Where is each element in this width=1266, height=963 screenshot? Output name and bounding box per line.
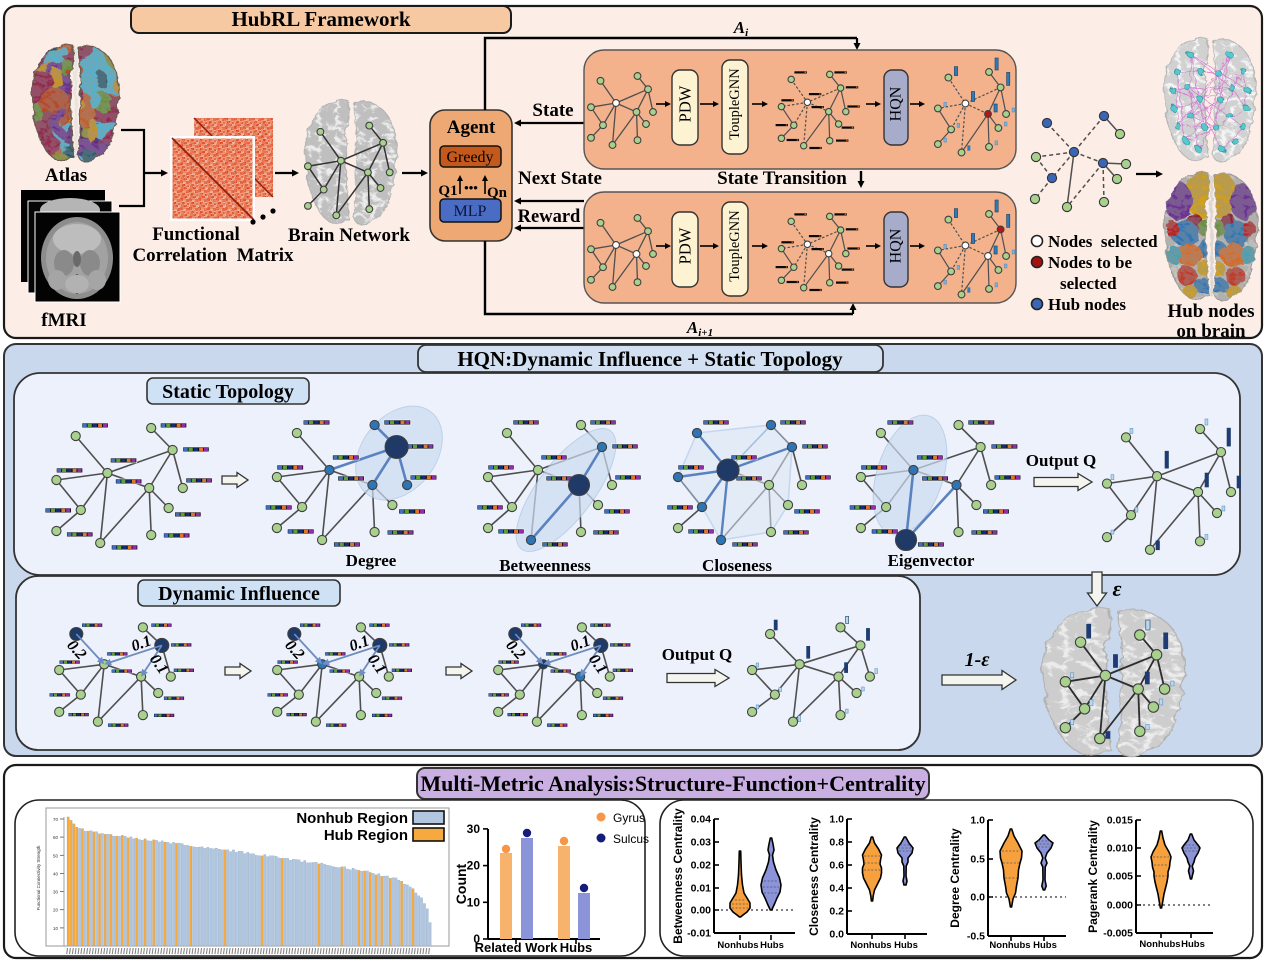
svg-text:0.03: 0.03 xyxy=(691,837,712,849)
svg-text:10: 10 xyxy=(53,926,59,931)
svg-text:0.1: 0.1 xyxy=(347,632,372,655)
svg-text:Nodes selected: Nodes selected xyxy=(1048,232,1158,251)
svg-text:0.2: 0.2 xyxy=(829,906,844,918)
svg-text:40: 40 xyxy=(53,871,59,876)
svg-text:0.8: 0.8 xyxy=(829,837,844,849)
svg-text:•••: ••• xyxy=(464,180,478,195)
svg-text:1-ε: 1-ε xyxy=(965,649,991,671)
svg-text:0.0: 0.0 xyxy=(970,892,985,904)
svg-text:HQN:Dynamic Influence + Static: HQN:Dynamic Influence + Static Topology xyxy=(457,347,843,371)
svg-text:Static Topology: Static Topology xyxy=(162,381,294,403)
svg-text:on brain: on brain xyxy=(1176,321,1246,342)
svg-text:0.6: 0.6 xyxy=(829,860,844,872)
svg-text:State: State xyxy=(532,100,573,121)
svg-text:Count: Count xyxy=(453,863,469,904)
svg-text:Hubs: Hubs xyxy=(894,940,918,951)
svg-text:Multi-Metric Analysis:Structur: Multi-Metric Analysis:Structure-Function… xyxy=(420,771,925,796)
svg-text:-0.005: -0.005 xyxy=(1103,928,1133,940)
svg-text:0.02: 0.02 xyxy=(691,860,712,872)
svg-text:HQN: HQN xyxy=(888,86,905,121)
svg-text:Hubs: Hubs xyxy=(1033,940,1057,951)
svg-text:HubRL Framework: HubRL Framework xyxy=(231,7,410,31)
svg-text:Ai+1: Ai+1 xyxy=(686,318,713,339)
svg-text:Sulcus: Sulcus xyxy=(613,832,649,846)
svg-text:0.01: 0.01 xyxy=(691,883,712,895)
svg-text:State Transition: State Transition xyxy=(717,168,847,189)
svg-text:Q1: Q1 xyxy=(438,183,457,199)
svg-text:Nonhubs: Nonhubs xyxy=(850,940,891,951)
svg-text:0.0: 0.0 xyxy=(829,929,844,941)
svg-text:ToupleGNN: ToupleGNN xyxy=(727,210,743,282)
svg-text:PDW: PDW xyxy=(676,227,695,264)
svg-text:Hub nodes: Hub nodes xyxy=(1048,295,1126,314)
svg-text:Functional Connectivity Streng: Functional Connectivity Strength xyxy=(36,845,41,910)
svg-text:0.1: 0.1 xyxy=(129,632,154,655)
svg-text:Gyrus: Gyrus xyxy=(613,811,645,825)
svg-text:Functional: Functional xyxy=(152,224,240,245)
svg-text:50: 50 xyxy=(53,853,59,858)
svg-text:10: 10 xyxy=(467,895,481,909)
svg-text:0.04: 0.04 xyxy=(691,814,712,826)
svg-text:Nodes to be: Nodes to be xyxy=(1048,253,1133,272)
svg-text:Next State: Next State xyxy=(518,168,602,189)
svg-text:fMRI: fMRI xyxy=(41,310,86,331)
svg-text:Qn: Qn xyxy=(487,185,508,201)
svg-text:ToupleGNN: ToupleGNN xyxy=(727,68,743,140)
svg-text:-0.01: -0.01 xyxy=(687,928,711,940)
svg-text:selected: selected xyxy=(1060,274,1117,293)
svg-text:0.010: 0.010 xyxy=(1107,843,1133,855)
svg-text:Degree: Degree xyxy=(346,551,397,570)
svg-text:Betweenness: Betweenness xyxy=(499,556,591,575)
svg-text:Output Q: Output Q xyxy=(662,645,732,664)
svg-text:Agent: Agent xyxy=(447,117,496,138)
svg-text:MLP: MLP xyxy=(454,203,487,220)
svg-text:0.00: 0.00 xyxy=(691,905,712,917)
svg-text:Nonhub Region: Nonhub Region xyxy=(296,810,408,827)
svg-text:Hub nodes: Hub nodes xyxy=(1167,301,1254,322)
svg-text:Eigenvector: Eigenvector xyxy=(888,551,975,570)
svg-text:Nonhubs: Nonhubs xyxy=(1139,939,1180,950)
svg-text:0.015: 0.015 xyxy=(1107,815,1133,827)
svg-text:1.0: 1.0 xyxy=(829,814,844,826)
svg-text:Betweenness Centrality: Betweenness Centrality xyxy=(671,808,685,944)
svg-text:Greedy: Greedy xyxy=(446,149,493,166)
svg-text:30: 30 xyxy=(467,822,481,836)
svg-text:Pagerank Centrality: Pagerank Centrality xyxy=(1086,820,1100,933)
svg-text:-0.5: -0.5 xyxy=(967,931,985,943)
svg-text:Degree Centrality: Degree Centrality xyxy=(948,828,962,928)
svg-text:PDW: PDW xyxy=(676,85,695,122)
svg-text:70: 70 xyxy=(53,817,59,822)
svg-text:20: 20 xyxy=(467,859,481,873)
svg-text:Closeness Centrality: Closeness Centrality xyxy=(807,817,821,936)
svg-text:Nonhubs: Nonhubs xyxy=(989,940,1030,951)
svg-text:0.000: 0.000 xyxy=(1107,900,1133,912)
svg-text:0.4: 0.4 xyxy=(829,883,844,895)
svg-text:Ai: Ai xyxy=(733,18,749,39)
svg-text:Atlas: Atlas xyxy=(45,165,87,186)
svg-text:60: 60 xyxy=(53,835,59,840)
svg-text:0.005: 0.005 xyxy=(1107,871,1133,883)
svg-text:ε: ε xyxy=(1112,576,1121,601)
svg-text:0: 0 xyxy=(473,932,480,946)
svg-text:Hubs: Hubs xyxy=(760,940,784,951)
svg-text:0.5: 0.5 xyxy=(970,854,985,866)
svg-text:1.0: 1.0 xyxy=(970,815,985,827)
svg-text:0.1: 0.1 xyxy=(568,632,593,655)
svg-text:HQN: HQN xyxy=(888,228,905,263)
svg-text:Related Work: Related Work xyxy=(475,940,559,955)
svg-text:Correlation Matrix: Correlation Matrix xyxy=(132,245,294,266)
svg-text:Dynamic Influence: Dynamic Influence xyxy=(158,583,320,605)
svg-text:Hubs: Hubs xyxy=(1181,939,1205,950)
svg-text:Nonhubs: Nonhubs xyxy=(717,940,758,951)
svg-text:Reward: Reward xyxy=(518,207,581,227)
svg-text:Hubs: Hubs xyxy=(560,940,593,955)
svg-text:20: 20 xyxy=(53,908,59,913)
svg-text:30: 30 xyxy=(53,890,59,895)
svg-text:Brain Network: Brain Network xyxy=(288,225,410,246)
svg-text:Output Q: Output Q xyxy=(1026,451,1096,470)
svg-text:Hub Region: Hub Region xyxy=(324,827,408,844)
svg-text:Closeness: Closeness xyxy=(702,556,772,575)
